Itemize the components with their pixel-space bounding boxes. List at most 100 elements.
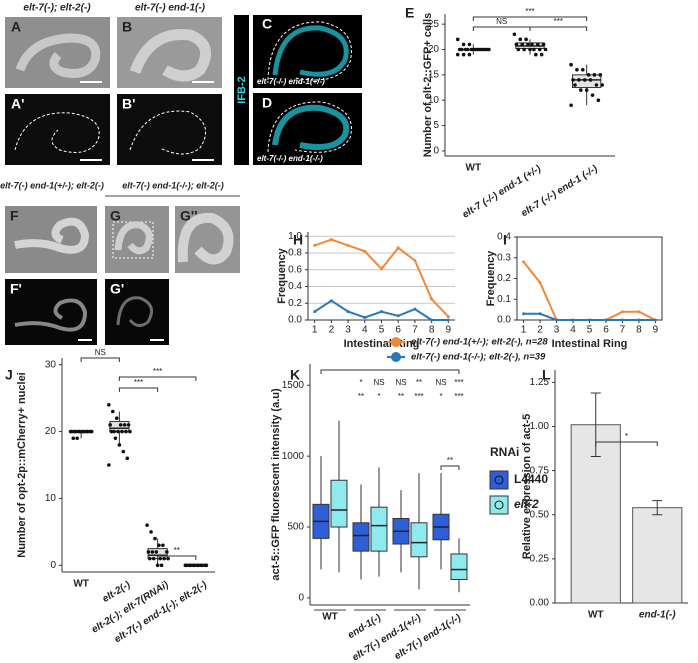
x-tick-label: 1 xyxy=(312,325,318,336)
series-point xyxy=(522,312,526,316)
data-point xyxy=(151,556,156,561)
data-point xyxy=(532,47,536,52)
header: elt-7(-) end-1(-/-); elt-2(-) xyxy=(122,180,223,190)
y-tick-label: 10 xyxy=(428,95,440,106)
y-tick-label: 0.8 xyxy=(288,248,302,259)
data-point xyxy=(158,556,163,561)
sig-bracket xyxy=(118,387,159,392)
legend-dot xyxy=(494,475,504,485)
data-point xyxy=(145,523,149,527)
sig-bracket xyxy=(320,369,460,374)
data-point xyxy=(516,47,521,52)
series-point xyxy=(396,314,400,318)
series-point xyxy=(538,281,542,285)
data-point xyxy=(487,47,491,52)
data-point xyxy=(81,429,86,434)
data-point xyxy=(116,429,120,434)
sig-label: * xyxy=(359,378,362,387)
micrograph xyxy=(5,94,110,165)
legend-label: elt-2 xyxy=(514,497,539,511)
data-point xyxy=(121,449,126,454)
data-point xyxy=(108,423,112,427)
series-point xyxy=(446,315,450,319)
x-tick-label: elt-2(-) xyxy=(101,579,133,605)
worm xyxy=(114,221,153,255)
y-tick-label: 1000 xyxy=(282,451,305,462)
sig-label: NS xyxy=(95,348,106,357)
legend-label: elt-7(-) end-1(-/-); elt-2(-), n=39 xyxy=(411,352,546,363)
y-tick-label: 0.6 xyxy=(288,264,302,275)
data-point xyxy=(71,436,76,441)
series-point xyxy=(380,310,383,314)
data-point xyxy=(78,429,82,434)
box xyxy=(450,553,468,580)
data-point xyxy=(125,456,130,461)
x-tick-label: WT xyxy=(466,163,482,174)
sig-bracket xyxy=(472,26,531,31)
stain-label: IFB-2 xyxy=(236,76,248,104)
sig-label: NS xyxy=(435,378,446,387)
y-tick-label: 0.0 xyxy=(497,315,511,326)
panel-letter: J xyxy=(5,367,13,383)
sig-label: *** xyxy=(454,378,463,387)
data-point xyxy=(196,563,201,568)
series-point xyxy=(346,243,350,247)
y-tick-label: 15 xyxy=(428,69,440,80)
legend-swatch xyxy=(489,495,509,515)
series-point xyxy=(522,260,526,264)
outline xyxy=(14,112,100,153)
sig-label: *** xyxy=(525,7,534,16)
data-point xyxy=(522,47,526,52)
micrograph xyxy=(105,206,169,273)
data-point xyxy=(537,47,542,52)
data-point xyxy=(579,88,583,92)
series-point xyxy=(555,318,559,322)
data-point xyxy=(200,563,205,568)
legend-swatch xyxy=(489,470,509,490)
data-point xyxy=(575,67,579,72)
sig-label: ** xyxy=(398,392,404,401)
series-point xyxy=(446,318,450,322)
worm xyxy=(15,33,101,78)
sig-label: *** xyxy=(414,392,423,401)
box xyxy=(352,522,370,552)
sig-bracket xyxy=(80,357,120,362)
data-point xyxy=(483,47,487,52)
y-tick-label: 0.2 xyxy=(497,273,511,284)
series-point xyxy=(396,246,400,250)
data-point xyxy=(541,42,546,47)
series-point xyxy=(363,315,367,319)
data-point xyxy=(600,83,605,87)
sig-label: ** xyxy=(174,546,180,555)
y-axis-label: Number of opt-2p::mCherry+ nuclei xyxy=(16,372,28,558)
series-point xyxy=(363,249,367,253)
x-tick-label: 5 xyxy=(587,325,593,336)
data-point xyxy=(455,52,460,57)
data-point xyxy=(146,550,151,554)
series-point xyxy=(430,318,434,322)
sig-label: *** xyxy=(454,392,463,401)
data-point xyxy=(157,543,161,548)
data-point xyxy=(573,83,577,87)
data-point xyxy=(569,103,573,108)
sig-label: *** xyxy=(153,367,162,376)
data-point xyxy=(165,550,169,554)
data-point xyxy=(74,429,78,434)
series-point xyxy=(430,297,434,301)
y-axis-label: Number of elt-2::GFP+ cells xyxy=(422,13,434,158)
sig-bracket xyxy=(118,376,197,381)
header: elt-7(-) end-1(-) xyxy=(135,3,206,14)
x-tick-label: 4 xyxy=(362,325,368,336)
y-tick-label: 0.4 xyxy=(497,232,511,243)
error-bar xyxy=(652,500,663,516)
series-point xyxy=(620,310,624,314)
legend-dot xyxy=(494,500,504,510)
series-point xyxy=(413,258,417,262)
sig-label: * xyxy=(439,392,442,401)
data-point xyxy=(524,37,528,42)
panel-letter: F xyxy=(10,208,19,224)
data-point xyxy=(147,556,152,561)
series-point xyxy=(620,318,624,322)
legend-title: RNAi xyxy=(490,445,519,459)
y-tick-label: 0.2 xyxy=(288,298,302,309)
